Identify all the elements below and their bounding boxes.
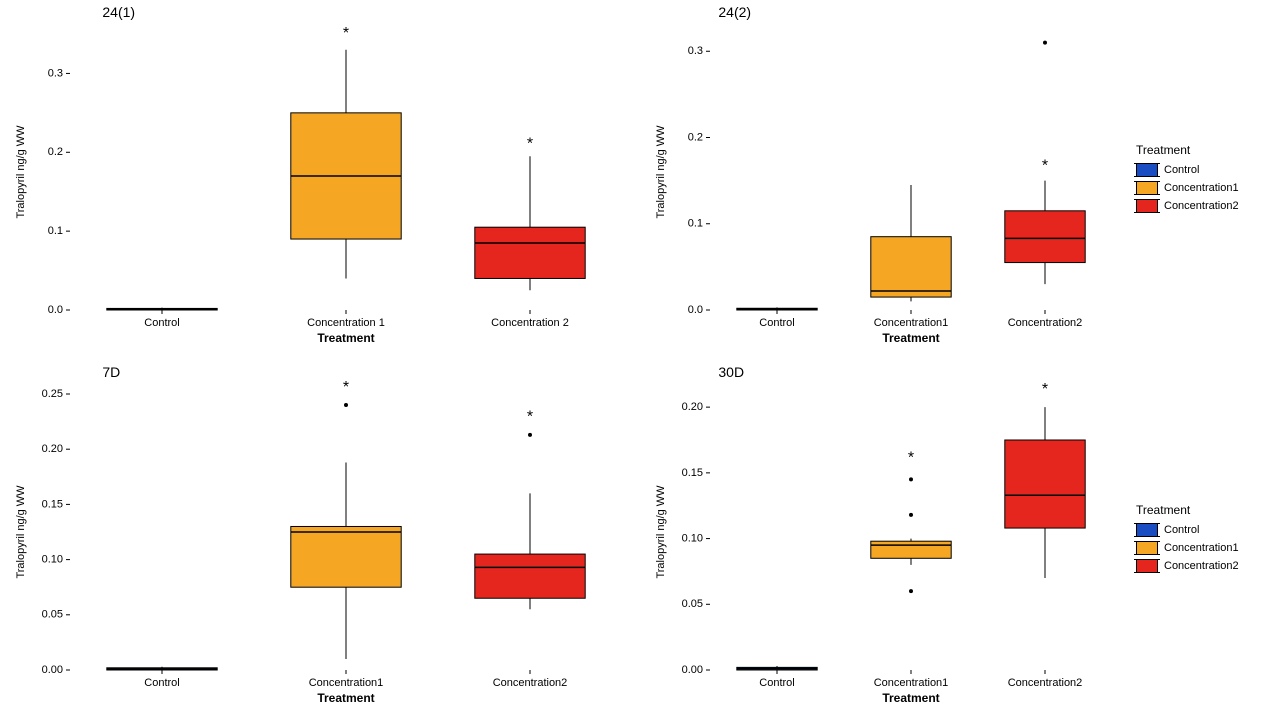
x-category-label: Concentration2 [493,677,568,689]
panel-title: 30D [718,364,744,380]
y-tick-label: 0.10 [42,554,63,566]
y-tick-label: 0.20 [682,401,703,413]
boxplot-panel: 0.00 0.05 0.10 0.15 0.20 Control * Concentratio… [648,364,1122,716]
legend-swatch [1136,541,1158,555]
panel-wrap: 30D 0.00 0.05 0.10 0.15 0.20 Control * Concentra… [640,360,1130,720]
y-tick-label: 0.1 [688,218,703,230]
x-category-label: Concentration2 [1008,677,1083,689]
outlier-point [344,403,348,407]
legend-label: Concentration1 [1164,542,1239,554]
x-axis-label: Treatment [317,691,374,705]
significance-star: * [1042,157,1048,174]
x-category-label: Control [144,317,179,329]
boxplot-panel: 0.0 0.1 0.2 0.3 Control Concentration1 * Concen… [648,4,1122,356]
x-category-label: Control [759,317,794,329]
y-tick-label: 0.05 [682,598,703,610]
panel-wrap: 24(2) 0.0 0.1 0.2 0.3 Control Concentration1 * C… [640,0,1130,360]
legend-label: Concentration1 [1164,182,1239,194]
significance-star: * [527,135,533,152]
legend-title: Treatment [1136,503,1280,517]
legend-item: Concentration1 [1136,541,1280,555]
y-axis-label: Tralopyril ng/g WW [15,485,27,579]
boxplot-panel: 0.0 0.1 0.2 0.3 Control * Concentration 1 * Conc… [8,4,632,356]
legend-label: Control [1164,164,1199,176]
box [871,237,951,297]
y-tick-label: 0.00 [42,664,63,676]
y-tick-label: 0.15 [682,467,703,479]
x-axis-label: Treatment [882,691,939,705]
legend-title: Treatment [1136,143,1280,157]
x-category-label: Concentration1 [874,317,949,329]
y-tick-label: 0.1 [48,225,63,237]
significance-star: * [1042,381,1048,398]
chart-grid: 24(1) 0.0 0.1 0.2 0.3 Control * Concentration 1… [0,0,1280,720]
boxplot-panel: 0.00 0.05 0.10 0.15 0.20 0.25 Control * Concentr… [8,364,632,716]
legend-swatch [1136,181,1158,195]
y-tick-label: 0.00 [682,664,703,676]
box [1005,440,1085,528]
y-tick-label: 0.25 [42,388,63,400]
legend: Treatment Control Concentration1 Concentrat… [1130,0,1280,360]
legend-item: Control [1136,163,1280,177]
y-tick-label: 0.2 [48,146,63,158]
legend: Treatment Control Concentration1 Concentrat… [1130,360,1280,720]
significance-star: * [343,379,349,396]
panel-title: 7D [102,364,120,380]
legend-item: Control [1136,523,1280,537]
panel-cell: 24(1) 0.0 0.1 0.2 0.3 Control * Concentration 1… [0,0,640,360]
y-tick-label: 0.20 [42,443,63,455]
y-tick-label: 0.15 [42,498,63,510]
legend-swatch [1136,199,1158,213]
x-category-label: Concentration1 [874,677,949,689]
panel-wrap: 7D 0.00 0.05 0.10 0.15 0.20 0.25 Control * Concen… [0,360,640,720]
box [871,541,951,558]
y-tick-label: 0.2 [688,131,703,143]
box [475,554,585,598]
y-tick-label: 0.0 [688,304,703,316]
outlier-point [909,477,913,481]
box [291,526,401,587]
legend-item: Concentration2 [1136,199,1280,213]
legend-item: Concentration1 [1136,181,1280,195]
panel-wrap: 24(1) 0.0 0.1 0.2 0.3 Control * Concentration 1… [0,0,640,360]
y-tick-label: 0.05 [42,609,63,621]
legend-label: Concentration2 [1164,560,1239,572]
significance-star: * [527,409,533,426]
panel-title: 24(2) [718,4,751,20]
y-tick-label: 0.3 [688,45,703,57]
y-tick-label: 0.0 [48,304,63,316]
x-category-label: Concentration2 [1008,317,1083,329]
x-axis-label: Treatment [317,331,374,345]
y-axis-label: Tralopyril ng/g WW [655,125,667,219]
significance-star: * [343,25,349,42]
legend-swatch [1136,163,1158,177]
legend-swatch [1136,559,1158,573]
panel-cell: 30D 0.00 0.05 0.10 0.15 0.20 Control * Concentra… [640,360,1280,720]
x-category-label: Concentration1 [309,677,384,689]
y-tick-label: 0.3 [48,67,63,79]
y-axis-label: Tralopyril ng/g WW [15,125,27,219]
legend-item: Concentration2 [1136,559,1280,573]
legend-label: Concentration2 [1164,200,1239,212]
box [1005,211,1085,263]
outlier-point [528,433,532,437]
outlier-point [909,589,913,593]
x-category-label: Control [759,677,794,689]
y-tick-label: 0.10 [682,532,703,544]
outlier-point [1043,41,1047,45]
panel-cell: 7D 0.00 0.05 0.10 0.15 0.20 0.25 Control * Concen… [0,360,640,720]
outlier-point [909,513,913,517]
box [475,227,585,278]
x-axis-label: Treatment [882,331,939,345]
x-category-label: Concentration 2 [491,317,569,329]
y-axis-label: Tralopyril ng/g WW [655,485,667,579]
significance-star: * [908,449,914,466]
legend-label: Control [1164,524,1199,536]
panel-cell: 24(2) 0.0 0.1 0.2 0.3 Control Concentration1 * C… [640,0,1280,360]
legend-swatch [1136,523,1158,537]
x-category-label: Control [144,677,179,689]
x-category-label: Concentration 1 [307,317,385,329]
panel-title: 24(1) [102,4,135,20]
